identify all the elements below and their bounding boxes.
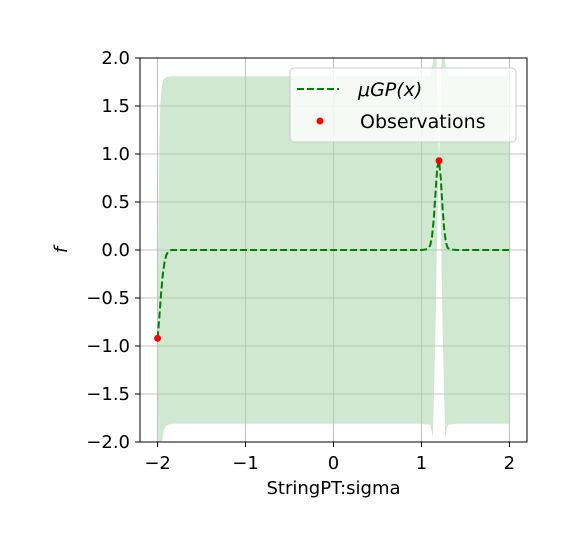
x-tick-label: 1 xyxy=(416,453,427,474)
y-axis-label: f xyxy=(51,244,72,253)
y-tick-label: −1.5 xyxy=(86,384,130,405)
x-axis-label: StringPT:sigma xyxy=(266,478,400,499)
x-tick-label: −1 xyxy=(232,453,259,474)
y-tick-label: −2.0 xyxy=(86,432,130,453)
mean-line xyxy=(156,160,510,339)
x-tick-label: 0 xyxy=(328,453,339,474)
y-tick-label: −1.0 xyxy=(86,336,130,357)
mean-line-layer xyxy=(156,160,510,339)
legend-box xyxy=(289,67,517,143)
legend: μGP(x) Observations xyxy=(289,67,517,143)
x-tick-label: 2 xyxy=(504,453,515,474)
observation-point xyxy=(435,157,443,165)
legend-label-mean: μGP(x) xyxy=(357,79,422,101)
legend-label-observations: Observations xyxy=(360,111,486,133)
y-tick-label: 1.5 xyxy=(101,96,130,117)
x-tick-label: −2 xyxy=(144,453,171,474)
observation-point xyxy=(154,334,162,342)
observation-points-layer xyxy=(154,157,443,342)
y-tick-label: −0.5 xyxy=(86,288,130,309)
axis-ticks: −2 −1 0 1 2 −2.0 −1.5 −1.0 −0.5 0.0 0.5 1.0 1.5 2.0 xyxy=(86,48,515,474)
y-tick-label: 0.0 xyxy=(101,240,130,261)
legend-point-swatch xyxy=(316,117,324,125)
y-tick-label: 1.0 xyxy=(101,144,130,165)
y-tick-label: 0.5 xyxy=(101,192,130,213)
y-tick-label: 2.0 xyxy=(101,48,130,69)
